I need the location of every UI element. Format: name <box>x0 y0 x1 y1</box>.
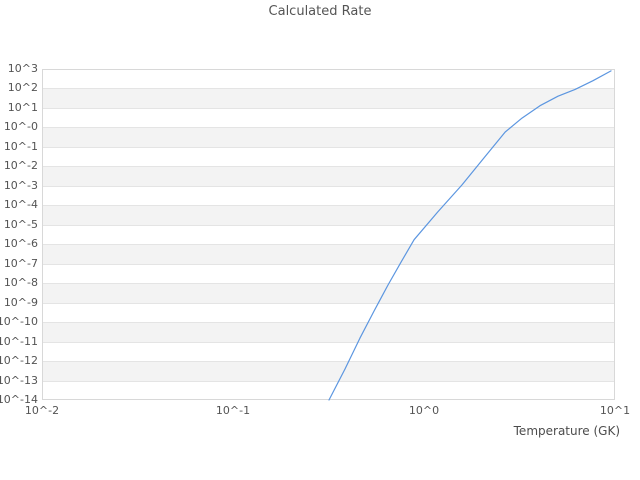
y-tick-label: 10^-6 <box>3 237 38 251</box>
grid-line <box>42 146 615 148</box>
y-tick-label: 10^-11 <box>0 334 38 348</box>
y-tick-label: 10^-3 <box>3 178 38 192</box>
y-tick-label: 10^3 <box>7 62 38 75</box>
y-tick-label: 10^-4 <box>3 198 38 212</box>
grid-line <box>42 185 615 187</box>
plot-area <box>42 69 615 400</box>
y-tick-label: 10^-14 <box>0 393 38 406</box>
y-tick-label: 10^-2 <box>3 159 38 173</box>
grid-line <box>42 166 615 168</box>
y-tick-label: 10^-12 <box>0 354 38 368</box>
y-tick-label: 10^-1 <box>3 139 38 153</box>
y-tick-label: 10^2 <box>7 81 38 95</box>
grid-line <box>42 322 615 324</box>
grid-line <box>42 88 615 90</box>
grid-line <box>42 205 615 207</box>
x-tick-label: 10^1 <box>599 404 631 417</box>
grid-line <box>42 341 615 343</box>
grid-line <box>42 263 615 265</box>
x-tick-label: 10^-1 <box>215 404 251 417</box>
grid-band <box>42 361 615 381</box>
y-tick-label: 10^-5 <box>3 217 38 231</box>
grid-line <box>42 380 615 382</box>
y-tick-label: 10^1 <box>7 100 38 114</box>
x-axis-label: Temperature (GK) <box>513 424 620 438</box>
grid-band <box>42 244 615 264</box>
x-tick-label: 10^-2 <box>24 404 60 417</box>
y-tick-label: 10^-8 <box>3 276 38 290</box>
grid-line <box>42 107 615 109</box>
grid-line <box>42 224 615 226</box>
grid-line <box>42 244 615 246</box>
grid-band <box>42 127 615 147</box>
chart-title: Calculated Rate <box>268 4 372 19</box>
y-tick-label: 10^-10 <box>0 315 38 329</box>
grid-line <box>42 302 615 304</box>
grid-band <box>42 88 615 108</box>
grid-band <box>42 283 615 303</box>
y-tick-label: 10^-0 <box>3 120 38 134</box>
y-tick-label: 10^-9 <box>3 295 38 309</box>
grid-band <box>42 322 615 342</box>
grid-line <box>42 127 615 129</box>
grid-band <box>42 205 615 225</box>
grid-line <box>42 361 615 363</box>
y-tick-label: 10^-7 <box>3 256 38 270</box>
grid-band <box>42 166 615 186</box>
x-tick-label: 10^0 <box>408 404 440 417</box>
y-tick-label: 10^-13 <box>0 373 38 387</box>
grid-line <box>42 283 615 285</box>
